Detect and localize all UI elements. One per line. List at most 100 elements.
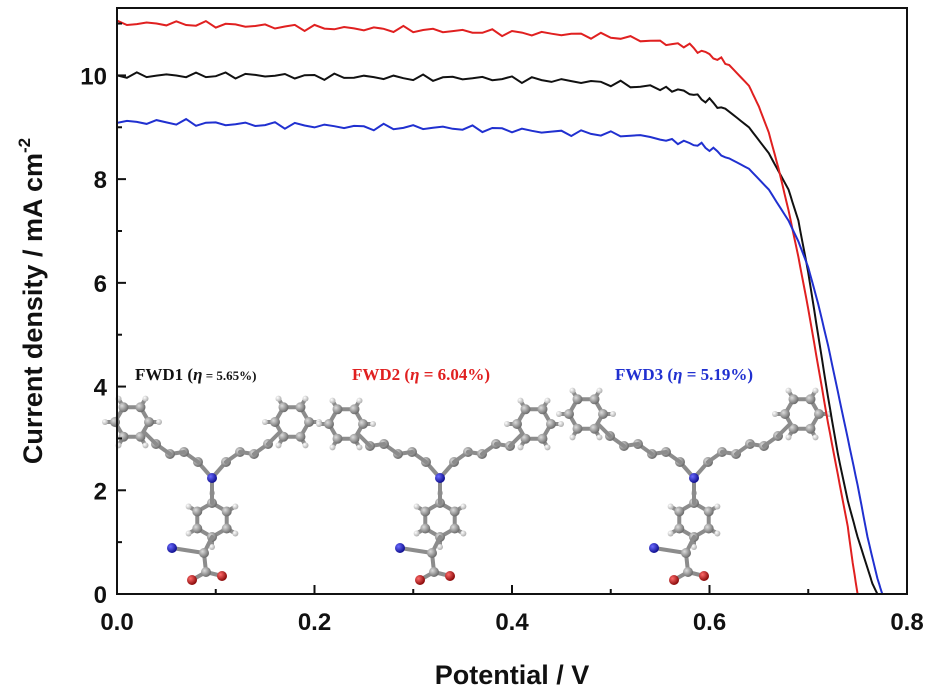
carbon-atom xyxy=(304,417,314,427)
molecule-illustrations xyxy=(102,387,832,585)
annotation-fwd2-eta: η xyxy=(410,365,419,384)
hydrogen-atom xyxy=(262,419,268,425)
series-line-fwd3 xyxy=(117,117,884,594)
carbon-atom xyxy=(221,523,232,534)
hydrogen-atom xyxy=(437,544,443,550)
carbon-atom xyxy=(703,506,714,517)
oxygen-atom xyxy=(187,575,197,585)
nitrogen-atom xyxy=(649,543,659,553)
annotation-fwd3-value: = 5.19%) xyxy=(682,365,753,384)
carbon-atom xyxy=(278,431,289,442)
carbon-atom xyxy=(144,417,154,427)
y-tick-label: 8 xyxy=(94,167,107,194)
y-axis-title-main: Current density / mA cm xyxy=(18,153,48,464)
carbon-atom xyxy=(449,523,460,534)
hydrogen-atom xyxy=(558,421,564,427)
carbon-atom xyxy=(598,409,608,419)
carbon-atom xyxy=(192,523,203,534)
carbon-atom xyxy=(564,409,574,419)
x-axis-title: Potential / V xyxy=(435,660,590,690)
carbon-atom xyxy=(118,431,129,442)
carbon-atom xyxy=(278,402,289,413)
hydrogen-atom xyxy=(232,530,239,537)
carbon-atom xyxy=(537,404,548,415)
carbon-atom xyxy=(429,567,439,577)
hydrogen-atom xyxy=(691,544,697,550)
hydrogen-atom xyxy=(142,395,149,402)
hydrogen-atom xyxy=(370,421,376,427)
molecule-2 xyxy=(316,397,564,585)
carbon-atom xyxy=(780,409,790,419)
hydrogen-atom xyxy=(569,387,576,394)
molecule-1 xyxy=(102,395,322,585)
annotation-fwd1-eta: η xyxy=(193,365,202,384)
nitrogen-atom xyxy=(395,543,405,553)
x-tick-label: 0.8 xyxy=(890,609,923,636)
carbon-atom xyxy=(546,419,556,429)
x-tick-label: 0.4 xyxy=(495,609,529,636)
annotation-fwd1-label: FWD1 xyxy=(135,365,183,384)
y-tick-label: 2 xyxy=(94,478,107,505)
carbon-atom xyxy=(681,548,691,558)
x-tick-label: 0.6 xyxy=(693,609,726,636)
carbon-atom xyxy=(332,404,343,415)
carbon-atom xyxy=(110,417,120,427)
hydrogen-atom xyxy=(569,434,576,441)
annotation-fwd1: FWD1 (η = 5.65%) xyxy=(135,365,256,384)
oxygen-atom xyxy=(699,571,709,581)
nitrogen-atom xyxy=(167,543,177,553)
hydrogen-atom xyxy=(812,434,819,441)
carbon-atom xyxy=(332,433,343,444)
carbon-atom xyxy=(683,567,693,577)
annotation-fwd3-open: ( xyxy=(663,365,673,384)
hydrogen-atom xyxy=(610,411,616,417)
hydrogen-atom xyxy=(785,387,792,394)
hydrogen-atom xyxy=(356,444,363,451)
carbon-atom xyxy=(221,506,232,517)
nitrogen-atom xyxy=(435,473,445,483)
carbon-atom xyxy=(537,433,548,444)
annotation-fwd2-label: FWD2 xyxy=(352,365,400,384)
carbon-atom xyxy=(295,431,306,442)
annotation-fwd1-open: ( xyxy=(183,365,193,384)
carbon-atom xyxy=(805,394,816,405)
svg-text:FWD3 (η = 5.19%): FWD3 (η = 5.19%) xyxy=(615,365,753,384)
carbon-atom xyxy=(449,506,460,517)
x-tick-label: 0.0 xyxy=(100,609,133,636)
hydrogen-atom xyxy=(544,444,551,451)
carbon-atom xyxy=(295,402,306,413)
hydrogen-atom xyxy=(714,530,721,537)
carbon-atom xyxy=(589,394,600,405)
hydrogen-atom xyxy=(596,434,603,441)
ticks-layer: 0.0 0.2 0.4 0.6 0.8 0 2 4 6 8 10 xyxy=(80,22,924,636)
carbon-atom xyxy=(788,394,799,405)
hydrogen-atom xyxy=(544,397,551,404)
hydrogen-atom xyxy=(302,442,309,449)
carbon-atom xyxy=(349,404,360,415)
carbon-atom xyxy=(192,506,203,517)
carbon-atom xyxy=(135,402,146,413)
hydrogen-atom xyxy=(785,434,792,441)
hydrogen-atom xyxy=(185,530,192,537)
hydrogen-atom xyxy=(556,411,562,417)
x-tick-label: 0.2 xyxy=(298,609,331,636)
hydrogen-atom xyxy=(812,387,819,394)
annotation-fwd2-value: = 6.04%) xyxy=(419,365,490,384)
nitrogen-atom xyxy=(207,473,217,483)
hydrogen-atom xyxy=(596,387,603,394)
annotation-fwd3: FWD3 (η = 5.19%) xyxy=(615,365,753,384)
y-tick-label: 0 xyxy=(94,582,107,609)
carbon-atom xyxy=(703,523,714,534)
hydrogen-atom xyxy=(329,397,336,404)
y-tick-label: 4 xyxy=(94,375,108,402)
y-axis-title: Current density / mA cm-2 xyxy=(15,138,48,464)
hydrogen-atom xyxy=(356,397,363,404)
svg-text:FWD2 (η = 6.04%): FWD2 (η = 6.04%) xyxy=(352,365,490,384)
hydrogen-atom xyxy=(316,421,322,427)
carbon-atom xyxy=(814,409,824,419)
hydrogen-atom xyxy=(504,421,510,427)
carbon-atom xyxy=(201,567,211,577)
hydrogen-atom xyxy=(517,397,524,404)
hydrogen-atom xyxy=(232,503,239,510)
